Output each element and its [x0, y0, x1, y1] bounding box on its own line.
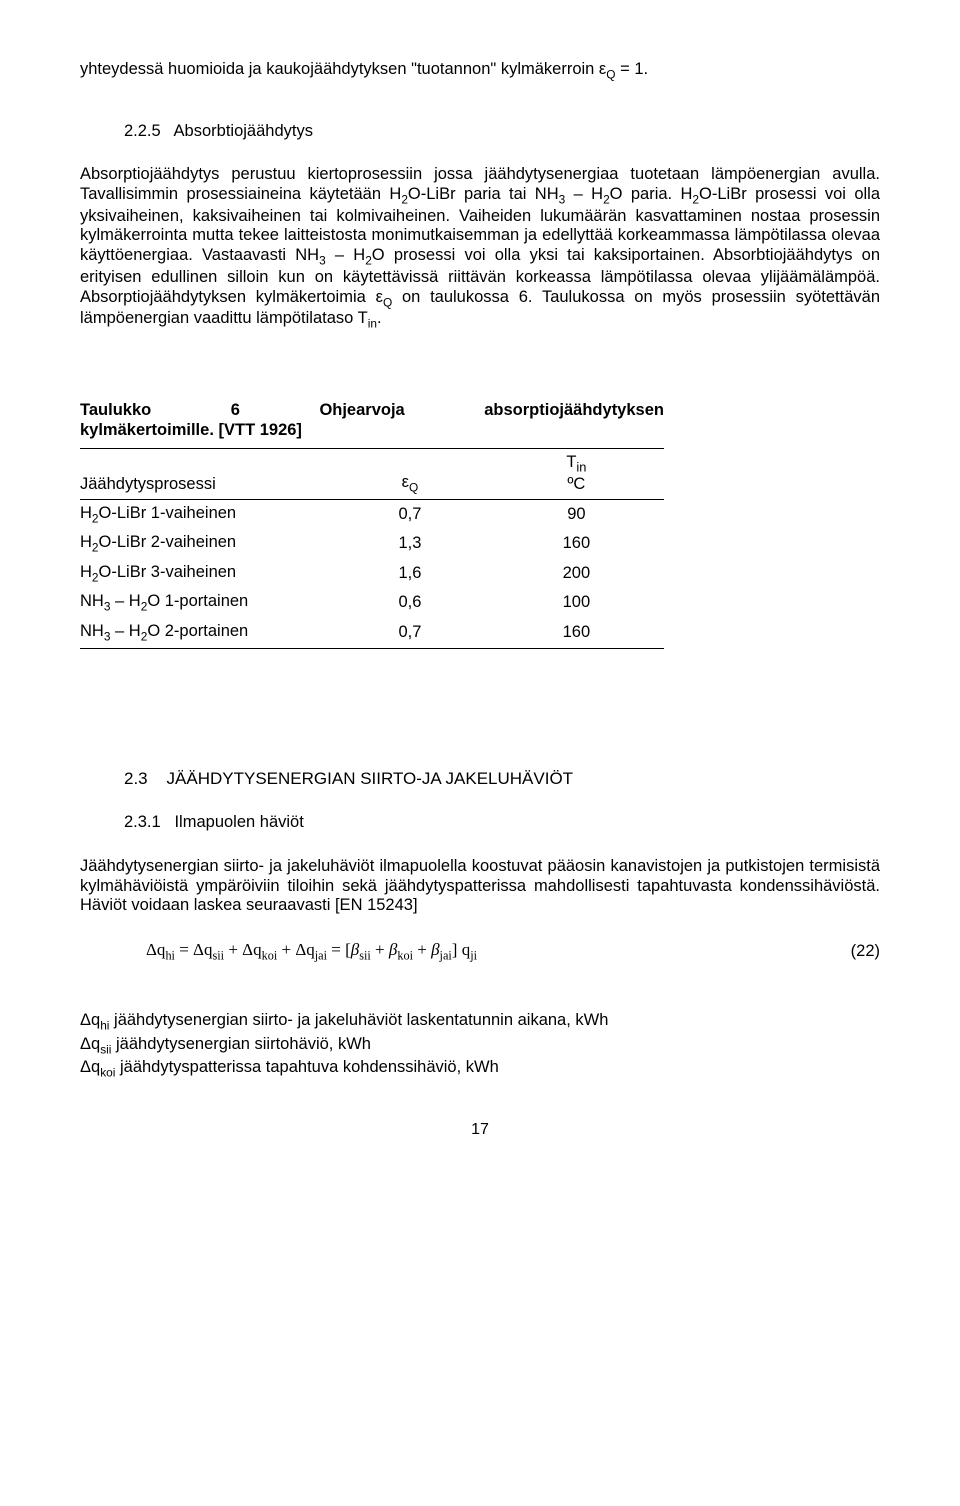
heading-text: Absorbtiojäähdytys [174, 122, 313, 140]
def-line: Δqsii jäähdytysenergian siirtohäviö, kWh [80, 1035, 880, 1057]
equation-number: (22) [851, 942, 880, 962]
heading-2-3: 2.3 JÄÄHDYTYSENERGIAN SIIRTO-JA JAKELUHÄ… [124, 769, 880, 789]
table-row: H2O-LiBr 1-vaiheinen 0,7 90 [80, 499, 664, 529]
heading-text: Ilmapuolen häviöt [174, 813, 303, 831]
table-row: NH3 – H2O 1-portainen 0,6 100 [80, 588, 664, 618]
heading-number: 2.3 [124, 769, 148, 788]
variable-definitions: Δqhi jäähdytysenergian siirto- ja jakelu… [80, 1011, 880, 1080]
equation-22: Δqhi = Δqsii + Δqkoi + Δqjai = [βsii + β… [146, 940, 880, 963]
intro-line: yhteydessä huomioida ja kaukojäähdytykse… [80, 60, 880, 82]
table-row: NH3 – H2O 2-portainen 0,7 160 [80, 618, 664, 648]
heading-number: 2.2.5 [124, 122, 161, 140]
heading-number: 2.3.1 [124, 813, 161, 831]
paragraph-2-2-5: Absorptiojäähdytys perustuu kiertoproses… [80, 165, 880, 330]
heading-2-3-1: 2.3.1 Ilmapuolen häviöt [124, 813, 880, 833]
table-6: Jäähdytysprosessi εQ TinºC H2O-LiBr 1-va… [80, 448, 664, 648]
table-caption: Taulukko6Ohjearvojaabsorptiojäähdytyksen… [80, 401, 664, 441]
heading-text: JÄÄHDYTYSENERGIAN SIIRTO-JA JAKELUHÄVIÖT [167, 769, 574, 788]
table-header-tin: TinºC [489, 449, 664, 500]
table-row: H2O-LiBr 2-vaiheinen 1,3 160 [80, 529, 664, 559]
table-header-eq: εQ [331, 449, 489, 500]
heading-2-2-5: 2.2.5 Absorbtiojäähdytys [124, 122, 880, 142]
page-number: 17 [80, 1120, 880, 1139]
def-line: Δqhi jäähdytysenergian siirto- ja jakelu… [80, 1011, 880, 1033]
table-header-process: Jäähdytysprosessi [80, 449, 331, 500]
table-row: H2O-LiBr 3-vaiheinen 1,6 200 [80, 559, 664, 589]
paragraph-2-3-1: Jäähdytysenergian siirto- ja jakeluhäviö… [80, 857, 880, 916]
def-line: Δqkoi jäähdytyspatterissa tapahtuva kohd… [80, 1058, 880, 1080]
